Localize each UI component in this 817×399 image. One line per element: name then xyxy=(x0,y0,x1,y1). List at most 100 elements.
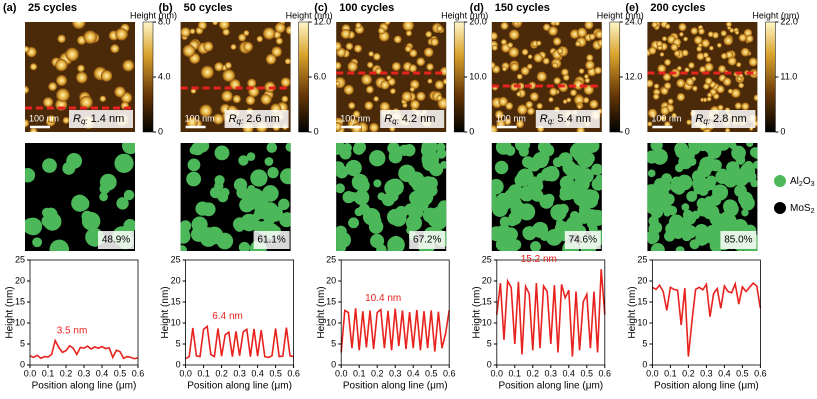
y-tick-label: 25 xyxy=(15,254,25,264)
coverage-region xyxy=(521,206,535,220)
grain xyxy=(716,85,725,94)
x-axis-label: Position along line (μm) xyxy=(32,381,137,392)
grain xyxy=(498,96,508,107)
grain xyxy=(347,61,358,72)
coverage-region xyxy=(234,221,245,232)
y-tick-label: 25 xyxy=(171,254,181,264)
coverage-region xyxy=(555,219,564,228)
grain xyxy=(722,77,732,86)
panel-label: (d) xyxy=(470,2,484,14)
rq-text: Rq: 4.2 nm xyxy=(384,113,435,126)
grain xyxy=(548,97,554,103)
y-tick-label: 25 xyxy=(637,254,647,264)
x-tick-label: 0.4 xyxy=(96,368,109,378)
colorbar-tick-label: 0 xyxy=(469,126,474,136)
grain xyxy=(364,101,374,110)
coverage-region xyxy=(550,204,567,221)
colorbar-tick-label: 0 xyxy=(314,126,319,136)
coverage-region xyxy=(495,237,510,251)
grain xyxy=(62,116,70,124)
coverage-region xyxy=(699,187,708,196)
panel-title: 50 cycles xyxy=(184,2,233,14)
coverage-region xyxy=(516,171,529,184)
grain xyxy=(404,45,412,53)
coverage-region xyxy=(647,169,656,178)
coverage-region xyxy=(342,143,352,153)
coverage-region xyxy=(262,209,278,224)
rq-value: 5.4 nm xyxy=(557,113,591,125)
coverage-region xyxy=(336,231,352,249)
grain xyxy=(384,22,391,26)
grain xyxy=(352,110,361,118)
rq-symbol: R xyxy=(695,113,703,125)
x-tick-label: 0.1 xyxy=(42,368,55,378)
grain xyxy=(698,28,705,35)
coverage-region xyxy=(581,145,591,155)
profile-line xyxy=(29,338,139,360)
coverage-label: 67.2% xyxy=(413,235,441,246)
grain xyxy=(416,57,426,67)
grain xyxy=(393,35,402,44)
coverage-region xyxy=(675,246,685,251)
coverage-region xyxy=(558,152,573,167)
x-tick-label: 0.2 xyxy=(371,368,384,378)
grain xyxy=(373,52,381,61)
grain xyxy=(351,123,363,132)
grain xyxy=(734,102,742,110)
grain xyxy=(529,92,539,102)
coverage-label: 85.0% xyxy=(724,235,752,246)
coverage-region xyxy=(650,243,665,251)
coverage-region xyxy=(507,184,523,200)
x-tick-label: 0.2 xyxy=(527,368,540,378)
coverage-region xyxy=(697,163,712,178)
coverage-region xyxy=(706,204,715,213)
coverage-region xyxy=(663,232,672,240)
grain xyxy=(513,22,519,27)
grain xyxy=(189,28,196,35)
grain xyxy=(521,48,529,56)
plot-frame xyxy=(29,259,139,366)
grain xyxy=(525,100,534,109)
y-tick-label: 15 xyxy=(171,296,181,306)
rq-box xyxy=(224,110,289,128)
coverage-region xyxy=(522,156,534,169)
y-tick-label: 0 xyxy=(487,359,492,369)
grain xyxy=(725,127,731,132)
coverage-label: 61.1% xyxy=(257,235,285,246)
coverage-region xyxy=(373,179,382,188)
coverage-region xyxy=(266,143,278,153)
coverage-region xyxy=(377,192,386,201)
grain xyxy=(597,39,602,47)
coverage-region xyxy=(491,226,504,242)
coverage-region xyxy=(25,168,36,183)
scale-bar-label: 100 nm xyxy=(651,113,681,123)
y-tick-label: 15 xyxy=(637,296,647,306)
grain xyxy=(586,54,594,62)
coverage-region xyxy=(191,143,205,156)
coverage-region xyxy=(681,203,690,212)
grain xyxy=(29,63,38,71)
coverage-region xyxy=(647,150,659,164)
grain xyxy=(516,73,523,80)
y-tick-label: 5 xyxy=(176,338,181,348)
coverage-region xyxy=(650,205,664,219)
coverage-region xyxy=(81,211,101,231)
x-tick-label: 0.1 xyxy=(197,368,210,378)
coverage-region xyxy=(694,224,709,239)
grain xyxy=(232,94,241,104)
grain xyxy=(582,97,590,104)
rq-text: Rq: 2.8 nm xyxy=(695,113,746,126)
grain xyxy=(702,52,709,58)
coverage-region xyxy=(243,197,257,211)
coverage-region xyxy=(544,193,555,204)
coverage-region xyxy=(530,241,541,251)
x-axis-label: Position along line (μm) xyxy=(187,381,292,392)
coverage-region xyxy=(369,149,386,167)
coverage-region xyxy=(689,239,700,250)
colorbar-tick-label: 12.0 xyxy=(314,16,332,26)
coverage-region xyxy=(508,211,522,225)
grain xyxy=(664,58,671,66)
coverage-region xyxy=(569,211,580,221)
coverage-region xyxy=(49,239,70,251)
coverage-region xyxy=(278,198,290,211)
